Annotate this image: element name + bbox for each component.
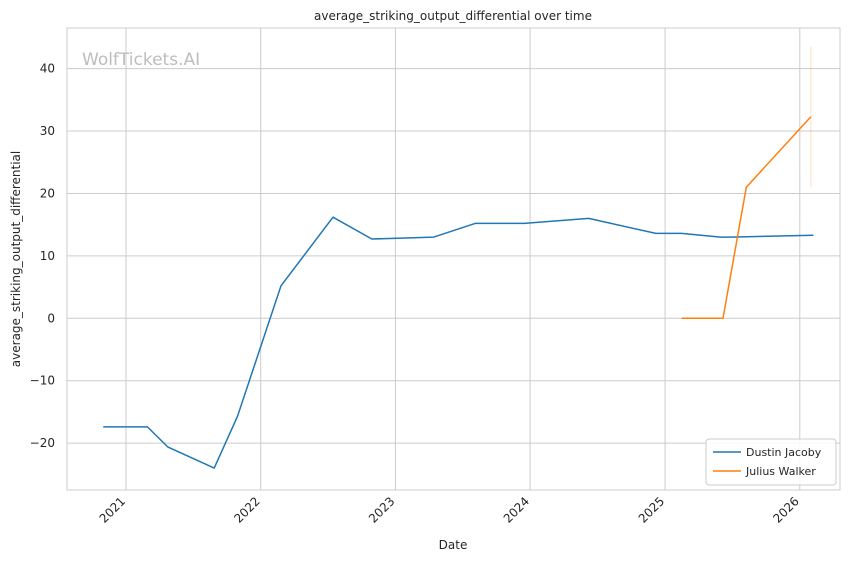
y-tick-label: 0 — [47, 311, 55, 325]
plot-frame — [66, 27, 841, 491]
legend-label: Julius Walker — [745, 465, 816, 478]
y-tick-labels: −20 −10 0 10 20 30 40 — [30, 62, 55, 451]
y-axis-label: average_striking_output_differential — [9, 151, 23, 367]
y-tick-label: 10 — [40, 249, 55, 263]
y-tick-label: 40 — [40, 62, 55, 76]
y-tick-label: 20 — [40, 186, 55, 200]
y-tick-label: −20 — [30, 436, 55, 450]
x-tick-label: 2021 — [97, 494, 128, 525]
legend-box — [705, 438, 837, 486]
x-tick-label: 2025 — [636, 494, 667, 525]
watermark: WolfTickets.AI — [82, 50, 200, 70]
y-tick-label: 30 — [40, 124, 55, 138]
legend: Dustin Jacoby Julius Walker — [705, 438, 837, 486]
legend-label: Dustin Jacoby — [746, 446, 822, 459]
x-tick-labels: 2021 2022 2023 2024 2025 2026 — [97, 494, 802, 525]
series-line-0 — [103, 216, 814, 469]
x-tick-label: 2022 — [231, 494, 262, 525]
chart-title: average_striking_output_differential ove… — [314, 9, 592, 23]
x-tick-label: 2024 — [501, 494, 532, 525]
y-tick-label: −10 — [30, 374, 55, 388]
x-tick-label: 2026 — [770, 494, 801, 525]
series-lines — [103, 116, 814, 469]
grid — [67, 28, 840, 490]
x-tick-label: 2023 — [366, 494, 397, 525]
x-axis-label: Date — [439, 538, 468, 552]
series-line-1 — [681, 116, 812, 320]
